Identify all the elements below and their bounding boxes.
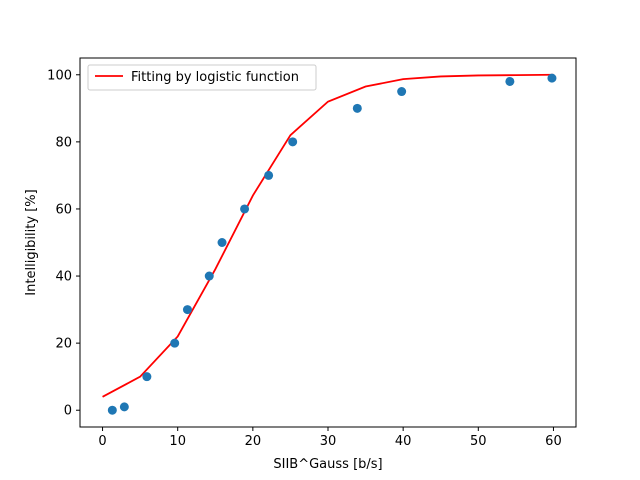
x-tick-label: 0 <box>98 434 106 449</box>
y-tick-label: 40 <box>55 270 72 285</box>
data-marks <box>102 73 557 415</box>
scatter-point <box>142 372 152 382</box>
scatter-point <box>264 170 274 180</box>
x-tick-label: 10 <box>169 434 186 449</box>
axis-ticks: 0 10 20 30 40 50 60 0 20 40 60 80 100 <box>47 68 562 449</box>
scatter-point <box>397 87 407 97</box>
x-tick-label: 40 <box>395 434 412 449</box>
scatter-point <box>288 137 298 147</box>
scatter-point <box>547 73 557 83</box>
legend-box <box>87 64 317 91</box>
x-tick-label: 50 <box>470 434 487 449</box>
legend-label-fit: Fitting by logistic function <box>131 70 299 85</box>
y-tick-label: 80 <box>55 135 72 150</box>
scatter-point <box>204 271 214 281</box>
scatter-point <box>107 405 117 415</box>
scatter-point <box>217 238 227 247</box>
y-tick-label: 0 <box>64 404 72 419</box>
y-tick-label: 60 <box>55 202 72 217</box>
x-tick-label: 20 <box>245 434 262 449</box>
x-tick-label: 30 <box>320 434 337 449</box>
y-axis-label: Intelligibility [%] <box>24 189 39 295</box>
legend: Fitting by logistic function <box>87 64 317 91</box>
scatter-point <box>119 402 129 412</box>
x-axis-label: SIIB^Gauss [b/s] <box>273 457 382 472</box>
y-tick-label: 20 <box>55 337 72 352</box>
scatter-point <box>182 305 192 315</box>
fit-line <box>102 73 554 398</box>
y-tick-label: 100 <box>47 68 72 83</box>
scatter-point <box>352 103 362 113</box>
scatter-point <box>170 338 180 348</box>
x-tick-label: 60 <box>545 434 562 449</box>
axes-frame <box>79 57 577 428</box>
scatter-point <box>505 76 515 86</box>
scatter-point <box>240 204 250 214</box>
